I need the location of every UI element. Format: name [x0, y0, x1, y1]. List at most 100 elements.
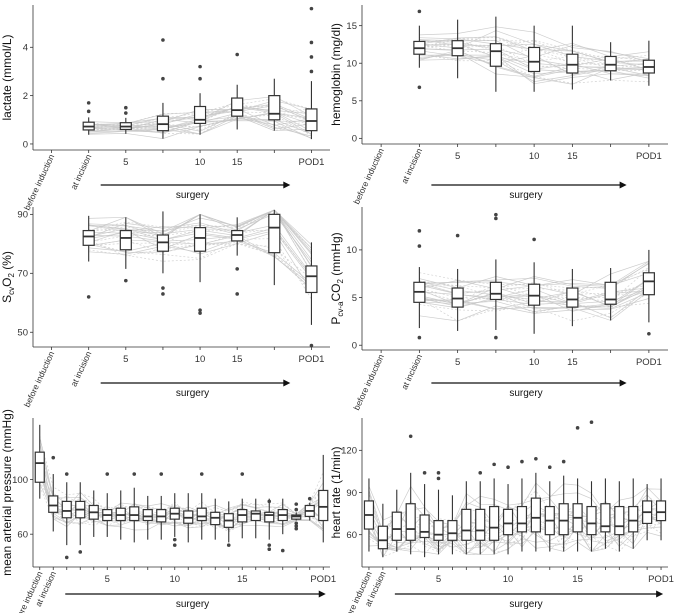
y-tick-label: 60 — [17, 529, 28, 540]
box-iqr — [231, 97, 244, 117]
outlier-point — [64, 555, 69, 560]
box-iqr — [34, 451, 45, 483]
boxplot — [193, 214, 207, 315]
boxplot — [413, 9, 426, 90]
x-label-10: 10 — [195, 354, 206, 365]
outlier-point — [294, 507, 299, 512]
patient-line — [368, 526, 662, 555]
boxplot — [530, 456, 541, 552]
outlier-point — [159, 472, 164, 476]
box-iqr — [433, 520, 444, 541]
y-tick-label: 90 — [17, 210, 28, 221]
box-iqr — [61, 500, 72, 519]
box-iqr — [604, 55, 617, 72]
panel-scvo2: 50 70 90 ScvO2 (%) before induction at incisi… — [0, 207, 330, 409]
outlier-point — [132, 472, 137, 476]
x-label-at-incision: at incision — [399, 352, 424, 391]
outlier-point — [280, 548, 285, 553]
x-label-5: 5 — [436, 574, 441, 585]
outlier-point — [161, 286, 165, 290]
outlier-point — [86, 109, 91, 114]
boxplot — [405, 434, 416, 555]
boxplot — [250, 498, 261, 539]
box-iqr — [377, 525, 388, 550]
y-tick-label: 0 — [352, 341, 357, 352]
x-label-10: 10 — [529, 357, 540, 368]
outlier-point — [436, 476, 441, 481]
surgery-label: surgery — [176, 599, 209, 610]
boxplot — [268, 78, 281, 131]
box-iqr — [558, 503, 569, 536]
box-iqr — [530, 497, 541, 533]
y-tick-label: 0 — [23, 139, 28, 150]
boxplot — [142, 495, 153, 540]
surgery-label: surgery — [509, 190, 542, 201]
surgery-label: surgery — [509, 599, 542, 610]
outlier-point — [267, 547, 272, 552]
x-label-15: 15 — [237, 574, 248, 585]
box-iqr — [119, 229, 132, 251]
boxplot — [489, 212, 502, 340]
x-label-15: 15 — [232, 157, 243, 168]
boxplot — [642, 249, 655, 336]
surgery-arrow-head — [318, 590, 326, 598]
patient-line — [39, 470, 324, 519]
patient-line — [39, 435, 324, 519]
x-label-10: 10 — [169, 574, 180, 585]
patient-line — [368, 494, 662, 542]
outlier-point — [492, 462, 496, 467]
outlier-point — [124, 111, 128, 115]
box-iqr — [600, 503, 611, 533]
boxplot — [119, 217, 132, 283]
y-axis-label: hemoglobin (mg/dl) — [329, 23, 343, 126]
y-axis-label-part: cv-a — [336, 301, 345, 317]
box-iqr — [628, 505, 639, 533]
boxplot — [544, 465, 555, 552]
patient-line — [39, 450, 324, 519]
outlier-point — [172, 537, 177, 542]
y-tick-label: 2 — [23, 91, 28, 102]
outlier-point — [198, 308, 202, 312]
outlier-point — [455, 233, 460, 238]
boxplot — [528, 25, 541, 92]
y-tick-label: 60 — [346, 530, 357, 541]
box-iqr — [305, 265, 318, 294]
surgery-arrow-head — [283, 181, 291, 189]
x-label-before-induction: before induction — [351, 146, 386, 205]
box-iqr — [528, 283, 541, 306]
box-iqr — [604, 281, 617, 305]
boxplot — [61, 472, 72, 560]
x-label-10: 10 — [195, 157, 206, 168]
outlier-point — [124, 278, 128, 283]
outlier-point — [86, 295, 91, 299]
boxplot — [451, 233, 464, 331]
y-tick-label: 120 — [341, 446, 357, 457]
box-iqr — [391, 511, 402, 541]
boxplot — [604, 42, 617, 81]
patient-line — [39, 471, 324, 532]
box-iqr — [193, 105, 207, 125]
outlier-point — [105, 472, 110, 476]
boxplot — [516, 459, 528, 552]
boxplot — [277, 498, 288, 553]
patient-line — [368, 511, 662, 546]
outlier-point — [534, 456, 538, 461]
outlier-point — [198, 311, 202, 315]
boxplot — [566, 268, 579, 327]
box-iqr — [614, 505, 625, 536]
boxplot — [461, 481, 472, 555]
outlier-point — [417, 85, 422, 90]
outlier-point — [494, 212, 498, 217]
box-iqr — [82, 229, 95, 246]
y-tick-label: 4 — [23, 43, 28, 54]
y-axis-label-part: S — [0, 295, 14, 303]
patient-line — [368, 511, 662, 550]
box-iqr — [405, 503, 416, 541]
outlier-point — [51, 455, 56, 460]
y-tick-label: 50 — [17, 328, 28, 339]
boxplot — [304, 496, 315, 521]
box-iqr — [566, 53, 579, 74]
x-label-5: 5 — [455, 151, 460, 162]
y-axis-label-part: (mmHg) — [329, 232, 343, 279]
